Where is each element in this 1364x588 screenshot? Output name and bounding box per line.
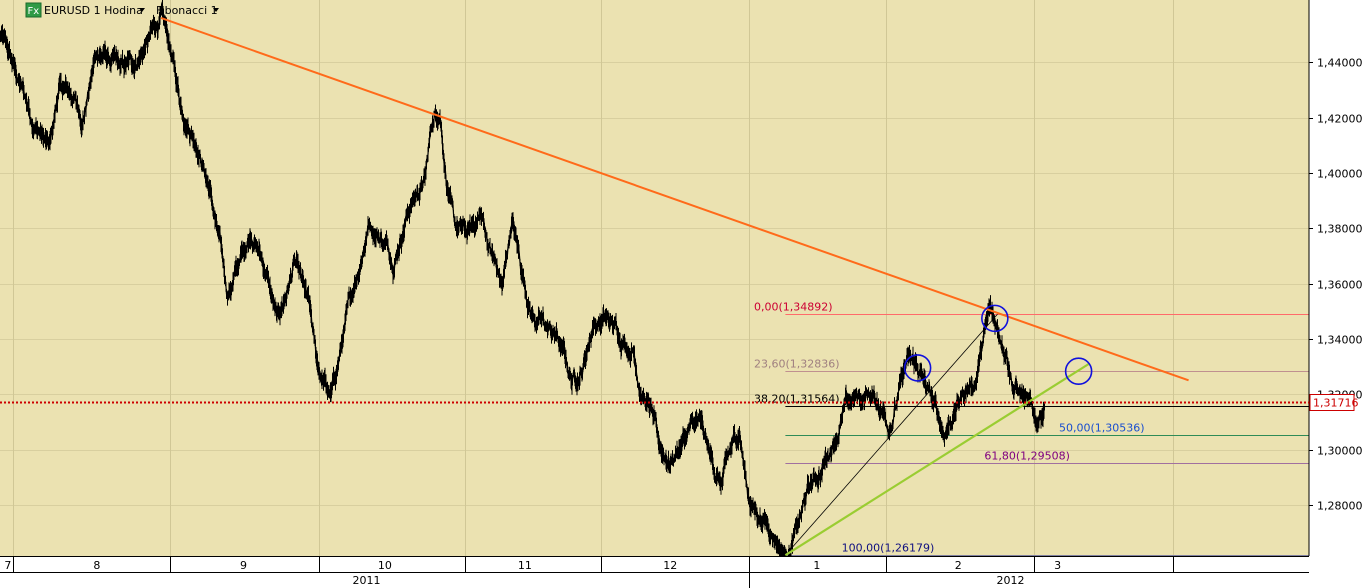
fx-badge-label: Fx bbox=[28, 6, 40, 17]
x-tick-label: 2 bbox=[955, 559, 962, 572]
highlight-circle bbox=[903, 354, 932, 382]
x-tick-label: 7 bbox=[4, 559, 11, 572]
price-series-layer bbox=[0, 0, 1046, 570]
fibonacci-guide-line bbox=[785, 313, 998, 556]
fx-badge[interactable] bbox=[25, 2, 42, 18]
current-price-label: 1,31716 bbox=[1313, 397, 1359, 410]
x-tick-label: 8 bbox=[93, 559, 100, 572]
grid-lines bbox=[0, 0, 1309, 556]
fib-level-label: 38,20(1,31564) bbox=[754, 393, 840, 406]
plot-area[interactable] bbox=[0, 0, 1309, 556]
fib-level-label: 61,80(1,29508) bbox=[984, 450, 1070, 463]
symbol-dropdown-icon[interactable] bbox=[139, 8, 145, 12]
x-tick-label: 1 bbox=[813, 559, 820, 572]
highlight-circle bbox=[981, 304, 1009, 333]
fib-level-label: 0,00(1,34892) bbox=[754, 301, 833, 314]
year-label: 2012 bbox=[997, 574, 1025, 587]
current-price-marker: 1,31716 bbox=[0, 394, 1359, 411]
study-dropdown-icon[interactable] bbox=[213, 8, 219, 12]
symbol-label[interactable]: EURUSD 1 Hodina bbox=[44, 4, 143, 17]
y-tick-label: 1,44000 bbox=[1317, 57, 1363, 70]
x-tick-label: 10 bbox=[378, 559, 392, 572]
uptrend-support-line bbox=[784, 362, 1090, 557]
downtrend-line bbox=[160, 17, 1189, 382]
year-label: 2011 bbox=[353, 574, 381, 587]
circle-markers bbox=[903, 304, 1093, 386]
fibonacci-levels: 0,00(1,34892) 23,60(1,32836) 38,20(1,31564… bbox=[754, 301, 1309, 556]
y-axis-ticks: 1,44000 1,42000 1,40000 1,38000 1,36000 1,340… bbox=[1309, 57, 1363, 513]
highlight-circle bbox=[1064, 357, 1093, 386]
y-tick-label: 1,34000 bbox=[1317, 334, 1363, 347]
y-tick-label: 1,28000 bbox=[1317, 500, 1363, 513]
y-tick-label: 1,40000 bbox=[1317, 168, 1363, 181]
study-label[interactable]: Fibonacci 1 bbox=[156, 4, 218, 17]
price-axis[interactable] bbox=[1309, 0, 1364, 588]
y-tick-label: 1,30000 bbox=[1317, 445, 1363, 458]
y-tick-label: 1,36000 bbox=[1317, 279, 1363, 292]
x-tick-label: 3 bbox=[1054, 559, 1061, 572]
fib-level-label: 23,60(1,32836) bbox=[754, 358, 840, 371]
x-tick-label: 9 bbox=[240, 559, 247, 572]
fib-level-label: 50,00(1,30536) bbox=[1059, 422, 1145, 435]
y-tick-label: 1,42000 bbox=[1317, 113, 1363, 126]
drawing-lines bbox=[160, 17, 1189, 557]
current-price-box bbox=[1309, 394, 1355, 411]
x-tick-label: 11 bbox=[518, 559, 532, 572]
x-tick-label: 12 bbox=[663, 559, 677, 572]
price-series-line bbox=[0, 5, 1046, 564]
chart-header: Fx EURUSD 1 Hodina Fibonacci 1 bbox=[25, 2, 219, 18]
y-tick-label: 1,38000 bbox=[1317, 223, 1363, 236]
fib-level-label: 100,00(1,26179) bbox=[842, 542, 935, 555]
